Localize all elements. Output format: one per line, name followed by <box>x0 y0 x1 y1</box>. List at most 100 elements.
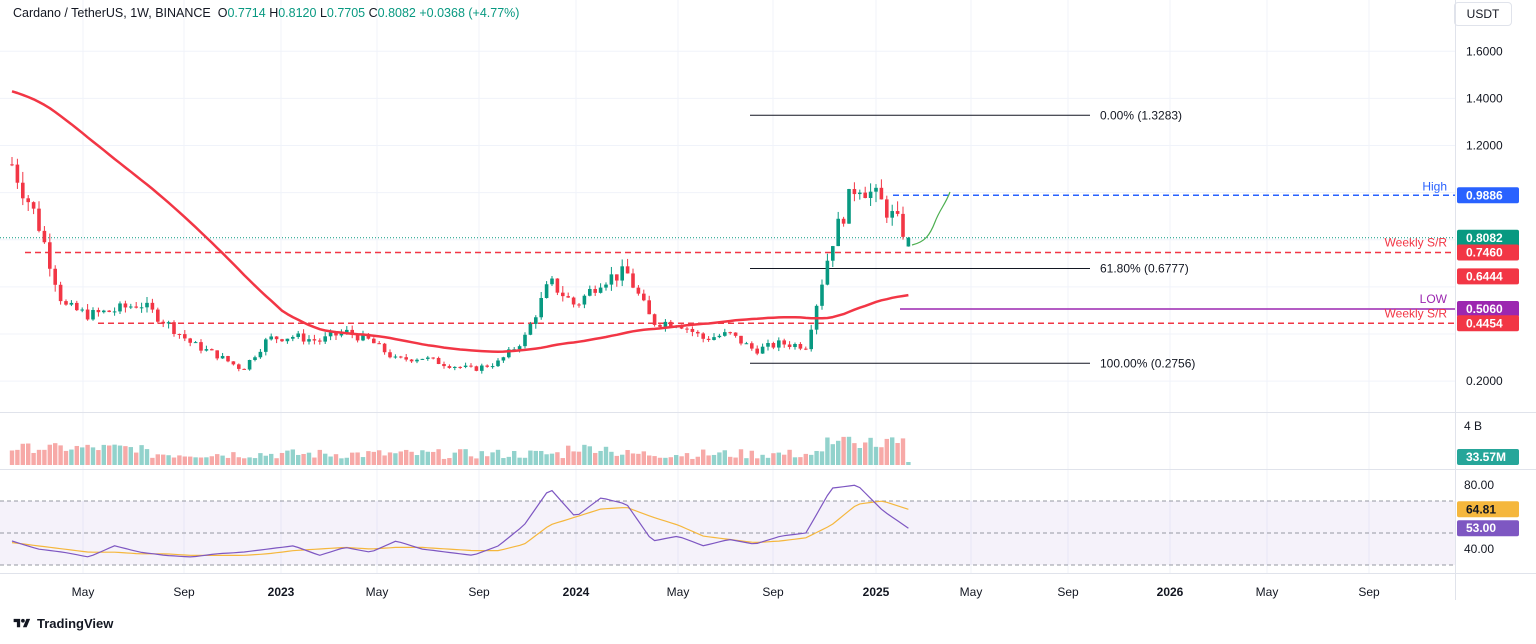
candle-body <box>21 182 25 199</box>
candle-body <box>701 333 705 339</box>
candle-body <box>442 364 446 367</box>
volume-bar <box>809 454 814 465</box>
time-tick-label: 2024 <box>563 585 590 599</box>
volume-bar <box>258 453 263 465</box>
volume-bar <box>641 451 646 465</box>
grid <box>0 0 1455 573</box>
candle-body <box>123 303 128 308</box>
candle-body <box>274 336 279 340</box>
volume-bar <box>317 449 322 465</box>
sma-line <box>11 90 909 353</box>
volume-bar <box>787 449 792 465</box>
candle-body <box>156 309 160 322</box>
volume-bar <box>479 451 484 465</box>
candle-body <box>550 278 554 285</box>
volume-bar <box>166 455 171 465</box>
candle-body <box>588 288 592 296</box>
volume-bar <box>382 455 387 465</box>
candle-body <box>323 336 327 342</box>
candle-body <box>247 359 252 370</box>
rsi-ma-tag: 64.81 <box>1466 502 1496 516</box>
candle-body <box>307 339 311 342</box>
volume-bar <box>906 462 911 465</box>
volume-bar <box>209 456 214 465</box>
candle-body <box>431 357 435 359</box>
volume-bar <box>247 457 252 465</box>
candle-body <box>355 334 360 341</box>
candle-body <box>96 309 101 313</box>
candle-body <box>712 337 716 340</box>
volume-bar <box>236 457 241 465</box>
volume-bar <box>139 445 144 465</box>
volume-bar <box>26 443 31 465</box>
volume-bar <box>366 451 371 465</box>
low-value: 0.7705 <box>326 6 366 20</box>
price-tick-label: 0.2000 <box>1466 374 1503 388</box>
volume-bar <box>657 457 663 465</box>
candle-body <box>339 332 344 336</box>
volume-bar <box>593 452 598 465</box>
candle-body <box>663 321 668 327</box>
candle-body <box>458 366 462 368</box>
volume-bar <box>819 451 825 465</box>
volume-bar <box>387 452 393 465</box>
volume-bar <box>614 455 619 465</box>
candle-body <box>901 213 905 237</box>
candle-body <box>280 339 284 342</box>
weekly-sr-price-tag-box <box>1457 315 1519 332</box>
volume-bar <box>296 454 301 465</box>
volume-bar <box>825 437 830 465</box>
candle-body <box>404 357 408 360</box>
currency-button[interactable]: USDT <box>1454 2 1512 26</box>
volume-bar <box>684 453 690 465</box>
time-tick-label: Sep <box>468 585 490 599</box>
candle-body <box>582 295 587 305</box>
candle-body <box>361 333 365 341</box>
candle-body <box>150 302 155 310</box>
volume-bar <box>771 453 776 465</box>
tradingview-logo[interactable]: TradingView <box>12 616 113 631</box>
volume-bar <box>463 449 468 465</box>
volume-bar <box>549 453 555 465</box>
volume-bar <box>895 443 900 465</box>
candle-body <box>793 343 797 348</box>
candle-body <box>15 164 20 183</box>
volume-bar <box>609 451 614 465</box>
volume-tag-box <box>1457 449 1519 465</box>
volume-bar <box>144 449 150 465</box>
candle-body <box>571 297 576 305</box>
candle-body <box>831 246 835 261</box>
candle-body <box>183 334 187 339</box>
volume-bar <box>760 454 765 465</box>
volume-bar <box>668 457 673 465</box>
candle-body <box>685 328 689 330</box>
time-tick-label: Sep <box>173 585 195 599</box>
candle-body <box>393 356 398 358</box>
candle-body <box>728 332 732 334</box>
volume-bar <box>225 457 231 465</box>
volume-bar <box>188 456 193 465</box>
candle-body <box>204 349 209 351</box>
volume-bar <box>409 451 414 465</box>
candle-body <box>285 338 290 342</box>
volume-bar <box>177 455 182 465</box>
volume-bar <box>215 454 220 465</box>
time-tick-label: Sep <box>1057 585 1079 599</box>
volume-bar <box>47 444 52 465</box>
volume-bar <box>501 458 506 465</box>
volume-bar <box>598 450 603 465</box>
volume-bar <box>107 445 112 465</box>
volume-bar <box>117 445 123 465</box>
volume-bar <box>679 456 684 465</box>
candle-body <box>782 340 786 345</box>
volume-bar <box>63 450 69 465</box>
candle-body <box>496 360 500 367</box>
candle-body <box>226 356 230 362</box>
volume-bar <box>414 455 420 465</box>
candle-body <box>166 322 171 324</box>
candle-body <box>409 359 414 362</box>
candle-body <box>129 306 133 308</box>
